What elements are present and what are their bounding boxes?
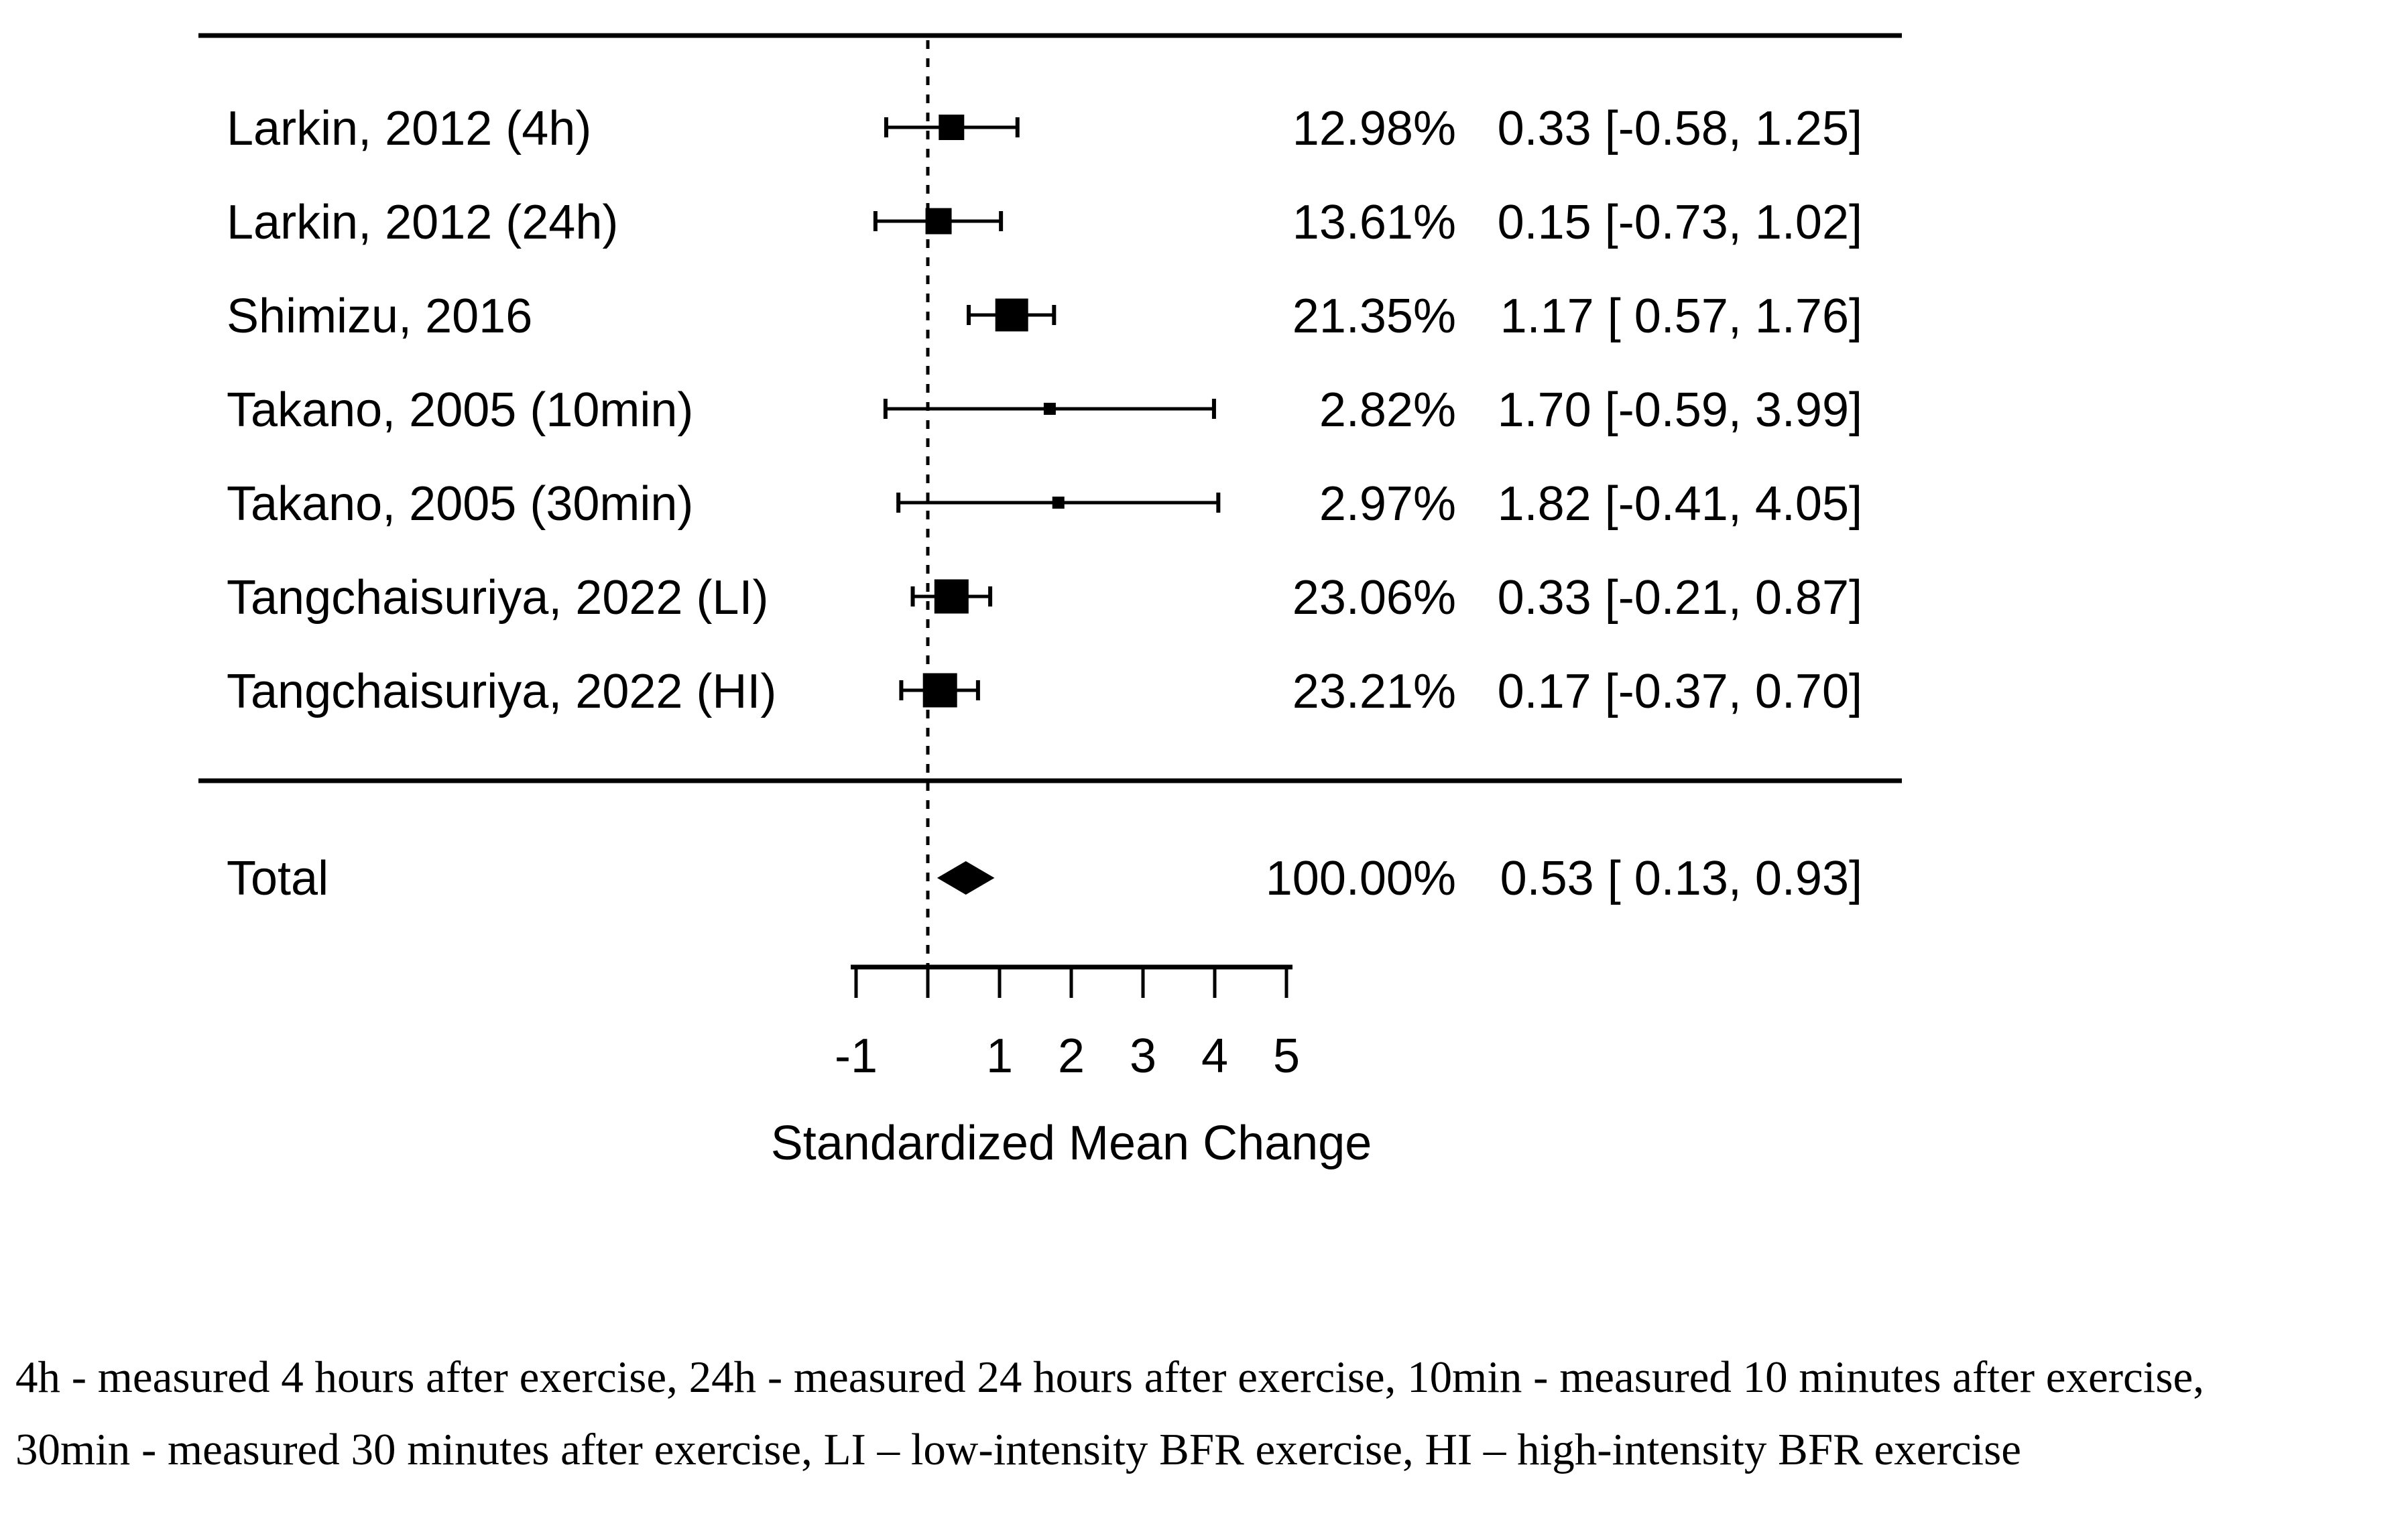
study-label: Takano, 2005 (10min)	[227, 383, 693, 437]
effect-square	[1052, 497, 1065, 509]
effect-square	[925, 208, 952, 235]
study-estimate: 1.82 [-0.41, 4.05]	[1498, 477, 1862, 531]
effect-square	[939, 115, 965, 140]
study-estimate: 1.17 [ 0.57, 1.76]	[1500, 290, 1862, 343]
study-weight: 13.61%	[1292, 196, 1456, 249]
study-label: Larkin, 2012 (24h)	[227, 196, 618, 249]
effect-square	[934, 579, 969, 614]
study-weight: 2.82%	[1319, 383, 1456, 437]
study-estimate: 1.70 [-0.59, 3.99]	[1498, 383, 1862, 437]
x-tick-label: 1	[986, 1029, 1013, 1083]
study-label: Takano, 2005 (30min)	[227, 477, 693, 531]
forest-row: Larkin, 2012 (24h) 13.61% 0.15 [-0.73, 1.0…	[227, 196, 1862, 249]
total-weight: 100.00%	[1266, 852, 1456, 905]
study-label: Larkin, 2012 (4h)	[227, 102, 591, 155]
footnote-line-2: 30min - measured 30 minutes after exerci…	[15, 1425, 2021, 1474]
total-row: Total 100.00% 0.53 [ 0.13, 0.93]	[227, 852, 1862, 905]
study-weight: 23.21%	[1292, 665, 1456, 718]
summary-diamond	[937, 861, 995, 895]
forest-row: Tangchaisuriya, 2022 (HI) 23.21% 0.17 [-0.…	[227, 665, 1862, 718]
study-label: Tangchaisuriya, 2022 (HI)	[227, 665, 776, 718]
study-estimate: 0.33 [-0.58, 1.25]	[1498, 102, 1862, 155]
study-weight: 12.98%	[1292, 102, 1456, 155]
x-tick-label: 4	[1201, 1029, 1228, 1083]
total-estimate: 0.53 [ 0.13, 0.93]	[1500, 852, 1862, 905]
x-tick-label: 5	[1273, 1029, 1300, 1083]
study-estimate: 0.17 [-0.37, 0.70]	[1498, 665, 1862, 718]
x-tick-label: -1	[835, 1029, 878, 1083]
study-estimate: 0.33 [-0.21, 0.87]	[1498, 571, 1862, 625]
effect-square	[995, 298, 1028, 332]
study-label: Tangchaisuriya, 2022 (LI)	[227, 571, 768, 625]
effect-square	[1043, 403, 1056, 415]
effect-square	[922, 673, 957, 708]
study-label: Shimizu, 2016	[227, 290, 532, 343]
x-axis: -1 1 2 3 4 5	[835, 964, 1300, 1083]
study-estimate: 0.15 [-0.73, 1.02]	[1498, 196, 1862, 249]
forest-row: Larkin, 2012 (4h) 12.98% 0.33 [-0.58, 1.25…	[227, 102, 1862, 155]
x-tick-label: 2	[1058, 1029, 1085, 1083]
forest-row: Tangchaisuriya, 2022 (LI) 23.06% 0.33 [-0.…	[227, 571, 1862, 625]
forest-row: Takano, 2005 (30min) 2.97% 1.82 [-0.41, 4.…	[227, 477, 1862, 531]
footnote-line-1: 4h - measured 4 hours after exercise, 24…	[15, 1352, 2204, 1402]
total-label: Total	[227, 852, 328, 905]
study-weight: 2.97%	[1319, 477, 1456, 531]
x-tick-label: 3	[1130, 1029, 1156, 1083]
forest-row: Takano, 2005 (10min) 2.82% 1.70 [-0.59, 3.…	[227, 383, 1862, 437]
forest-row: Shimizu, 2016 21.35% 1.17 [ 0.57, 1.76]	[227, 290, 1862, 343]
study-weight: 21.35%	[1292, 290, 1456, 343]
study-weight: 23.06%	[1292, 571, 1456, 625]
x-axis-title: Standardized Mean Change	[771, 1117, 1372, 1170]
study-rows: Larkin, 2012 (4h) 12.98% 0.33 [-0.58, 1.25…	[227, 102, 1862, 718]
